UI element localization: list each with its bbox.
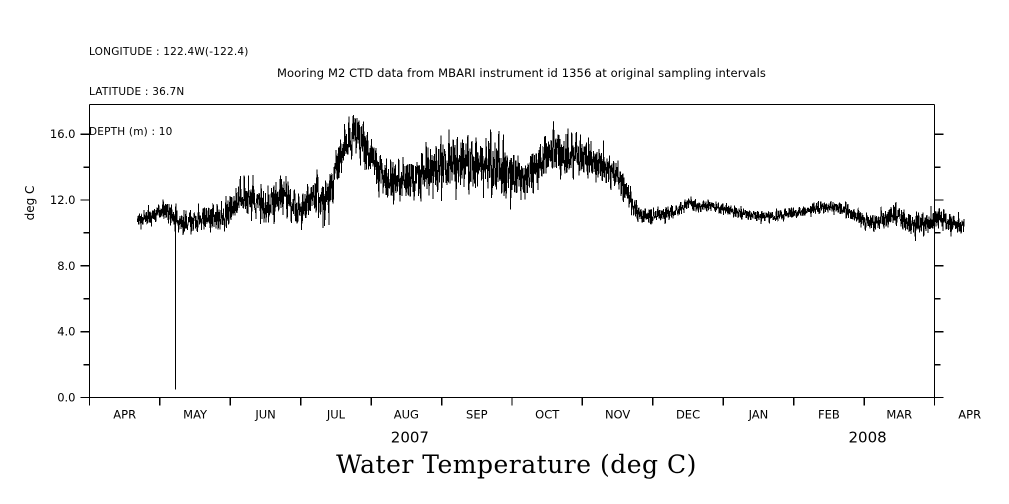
y-tick-label: 8.0 xyxy=(57,259,75,273)
figure-caption-text: Water Temperature (deg C) xyxy=(336,450,697,479)
y-tick-label: 4.0 xyxy=(57,325,75,339)
tick-label-group: 0.0 4.0 8.0 12.0 16.0 APR MAY JUN JUL AUG SEP OCT NO… xyxy=(50,127,981,446)
x-tick-label-month: OCT xyxy=(535,408,560,422)
temperature-series-line xyxy=(136,115,965,390)
longitude-line: LONGITUDE : 122.4W(-122.4) xyxy=(89,46,249,59)
chart-title: Mooring M2 CTD data from MBARI instrumen… xyxy=(0,66,1009,80)
x-tick-label-month: FEB xyxy=(818,408,840,422)
depth-line: DEPTH (m) : 10 xyxy=(89,125,173,138)
x-tick-label-month: APR xyxy=(958,408,981,422)
x-tick-label-month: JAN xyxy=(748,408,769,422)
x-axis-year-label: 2008 xyxy=(849,429,887,447)
x-tick-label-month: JUN xyxy=(254,408,275,422)
figure-caption: Water Temperature (deg C) xyxy=(0,450,1009,479)
tick-group xyxy=(80,133,944,406)
station-metadata: LONGITUDE : 122.4W(-122.4) LATITUDE : 36… xyxy=(89,20,249,165)
x-tick-label-month: DEC xyxy=(676,408,700,422)
x-tick-label-month: SEP xyxy=(466,408,488,422)
y-tick-label: 12.0 xyxy=(50,193,76,207)
x-tick-label-month: MAR xyxy=(886,408,912,422)
chart-title-text: Mooring M2 CTD data from MBARI instrumen… xyxy=(277,66,766,80)
x-tick-label-month: MAY xyxy=(183,408,208,422)
x-tick-label-month: NOV xyxy=(605,408,630,422)
x-axis-year-label: 2007 xyxy=(391,429,429,447)
latitude-line: LATITUDE : 36.7N xyxy=(89,86,185,99)
y-tick-label: 0.0 xyxy=(57,391,75,405)
x-tick-label-month: APR xyxy=(113,408,136,422)
x-tick-label-month: AUG xyxy=(394,408,419,422)
x-tick-label-month: JUL xyxy=(326,408,346,422)
axes-group xyxy=(88,103,936,399)
y-tick-label: 16.0 xyxy=(50,127,76,141)
